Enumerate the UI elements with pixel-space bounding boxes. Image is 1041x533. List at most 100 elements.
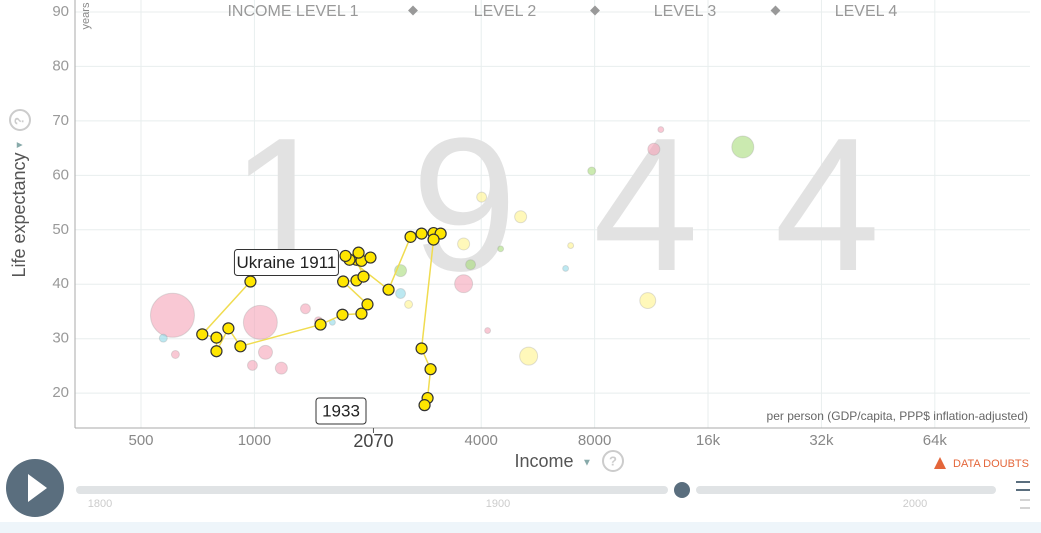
- trail-point[interactable]: [355, 307, 368, 320]
- trail-point[interactable]: [244, 275, 257, 288]
- bubble[interactable]: [639, 292, 657, 310]
- trail-point[interactable]: [210, 331, 223, 344]
- x-axis-label[interactable]: Income: [514, 451, 573, 471]
- level-divider: [770, 5, 781, 16]
- income-level: LEVEL 3: [654, 3, 717, 20]
- bubble[interactable]: [242, 304, 278, 340]
- bubble[interactable]: [274, 361, 288, 375]
- timeline-label: 1900: [486, 498, 510, 510]
- y-unit: years: [80, 2, 92, 29]
- trail-point[interactable]: [339, 249, 352, 263]
- bubble[interactable]: [465, 259, 477, 271]
- trail-point[interactable]: [364, 251, 377, 264]
- x-menu-arrow[interactable]: ▼: [582, 458, 592, 469]
- trail-point[interactable]: [352, 246, 365, 259]
- x-note: per person (GDP/capita, PPP$ inflation-a…: [767, 409, 1028, 423]
- trail-point[interactable]: [234, 340, 247, 353]
- annotation-box: [233, 249, 339, 277]
- x-tick-label: 1000: [238, 432, 271, 449]
- data-doubts[interactable]: DATA DOUBTS: [953, 458, 1029, 470]
- timeline-label: 1800: [88, 498, 112, 510]
- y-tick-label: 40: [52, 275, 69, 292]
- annotation-box: [315, 397, 367, 425]
- play-icon[interactable]: [28, 474, 47, 502]
- timeline-handle[interactable]: [674, 482, 690, 498]
- y-tick-label: 90: [52, 3, 69, 20]
- trail-point[interactable]: [337, 275, 350, 288]
- trail-point[interactable]: [415, 227, 428, 240]
- bubble[interactable]: [404, 299, 414, 309]
- annotation: 1933: [322, 401, 360, 420]
- grid: [75, 0, 1030, 428]
- x-tick-label: 64k: [923, 432, 948, 449]
- y-tick-label: 70: [52, 112, 69, 129]
- bubble[interactable]: [484, 327, 492, 334]
- trail-point[interactable]: [415, 342, 428, 355]
- trail-point[interactable]: [336, 308, 349, 321]
- bubble[interactable]: [562, 265, 570, 272]
- trail-point[interactable]: [314, 318, 327, 331]
- x-tick-label: 500: [128, 432, 153, 449]
- speed-icon[interactable]: [1016, 481, 1030, 509]
- y-tick-label: 20: [52, 384, 69, 401]
- income-level: LEVEL 2: [474, 3, 537, 20]
- warning-icon[interactable]: [934, 457, 946, 469]
- timeline-track[interactable]: [696, 486, 996, 494]
- bubble[interactable]: [158, 333, 168, 343]
- income-levels: INCOME LEVEL 1 LEVEL 2 LEVEL 3 LEVEL 4: [227, 3, 897, 20]
- bubble[interactable]: [567, 242, 575, 250]
- y-help-icon[interactable]: [9, 109, 31, 131]
- y-tick-label: 30: [52, 330, 69, 347]
- trail-point[interactable]: [382, 283, 395, 296]
- bubble[interactable]: [149, 292, 195, 338]
- y-help-text[interactable]: ?: [11, 117, 26, 125]
- trail-point[interactable]: [222, 322, 235, 335]
- annotation: Ukraine 1911: [237, 253, 337, 272]
- bubble[interactable]: [519, 346, 539, 366]
- x-tick-label: 8000: [578, 432, 611, 449]
- x-marker-label: 2070: [353, 431, 393, 451]
- marks: [149, 126, 755, 412]
- y-tick-label: 80: [52, 57, 69, 74]
- bubble[interactable]: [257, 344, 273, 360]
- bubble[interactable]: [731, 135, 755, 159]
- y-menu-arrow[interactable]: ▼: [15, 140, 26, 150]
- bottom-strip: [0, 522, 1041, 533]
- trail-point[interactable]: [357, 270, 370, 283]
- bubble[interactable]: [246, 359, 258, 371]
- timeline: 1800 1900 2000: [88, 498, 927, 510]
- y-tick-label: 50: [52, 221, 69, 238]
- bubble[interactable]: [587, 166, 597, 176]
- bubble[interactable]: [476, 191, 488, 203]
- bubble[interactable]: [457, 237, 471, 251]
- level-divider: [590, 5, 600, 16]
- trail-point[interactable]: [361, 298, 374, 311]
- bubble[interactable]: [170, 350, 180, 359]
- bubble[interactable]: [657, 126, 665, 134]
- x-help-icon[interactable]: [602, 450, 624, 472]
- income-level: INCOME LEVEL 1: [227, 3, 358, 20]
- trail-point[interactable]: [210, 345, 223, 358]
- y-tick-label: 60: [52, 166, 69, 183]
- bubble[interactable]: [395, 288, 406, 299]
- timeline-track[interactable]: [76, 486, 668, 494]
- x-help-text[interactable]: ?: [609, 453, 617, 468]
- timeline-label: 2000: [903, 498, 927, 510]
- bubble[interactable]: [454, 274, 474, 294]
- trail-point[interactable]: [427, 233, 440, 246]
- level-divider: [408, 5, 418, 16]
- bubble[interactable]: [299, 303, 311, 315]
- x-tick-label: 4000: [465, 432, 498, 449]
- x-tick-label: 32k: [809, 432, 834, 449]
- year-watermark: 1944: [230, 99, 880, 311]
- trail-point[interactable]: [404, 230, 417, 243]
- bubble[interactable]: [514, 210, 528, 224]
- bubble[interactable]: [497, 245, 505, 253]
- y-axis-label[interactable]: Life expectancy: [9, 152, 29, 277]
- trail-point[interactable]: [418, 399, 431, 412]
- trail-point[interactable]: [424, 363, 437, 376]
- trail-point[interactable]: [196, 328, 209, 341]
- x-tick-label: 16k: [696, 432, 721, 449]
- bubble[interactable]: [647, 142, 661, 156]
